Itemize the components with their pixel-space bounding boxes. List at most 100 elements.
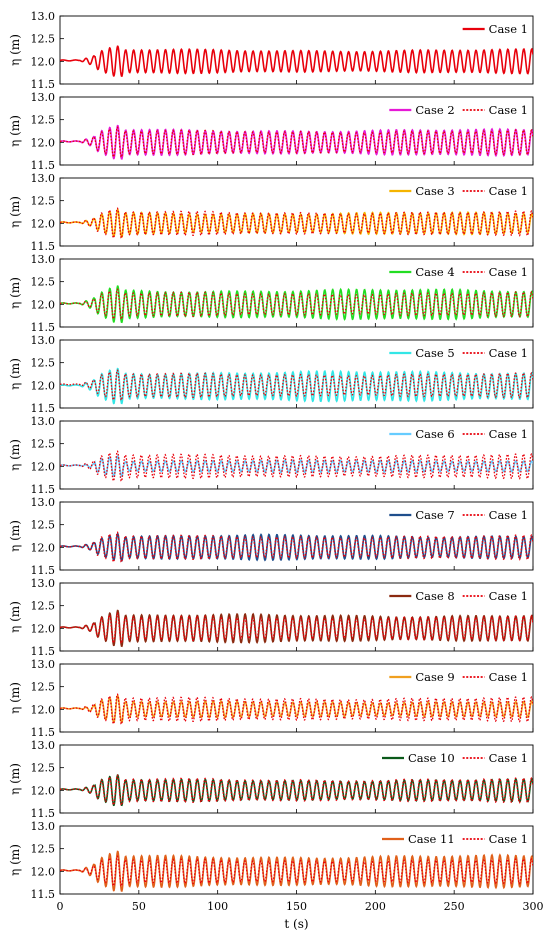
panel-2-ylabel: η (m)	[8, 115, 22, 147]
panel-4-legend-series-label: Case 4	[415, 265, 454, 279]
panel-11-reference-line	[60, 855, 533, 888]
panel-6-frame	[59, 420, 534, 490]
panel-10-ytick-label: 11.5	[31, 807, 56, 820]
panel-6-reference-line	[60, 450, 533, 483]
panel-4-series-line	[60, 285, 533, 324]
panel-3-ytick-label: 13.0	[31, 172, 56, 185]
panel-3-ytick-label: 12.5	[31, 195, 56, 208]
panel-5-legend-reference-label: Case 1	[489, 346, 528, 360]
panel-11-ytick-label: 11.5	[31, 888, 56, 901]
panel-8-ytick-label: 13.0	[31, 577, 56, 590]
panel-10-legend-reference-label: Case 1	[489, 751, 528, 765]
panel-9-reference-line	[60, 693, 533, 726]
panel-1-series-line	[60, 45, 533, 77]
panel-7-ytick-label: 13.0	[31, 496, 56, 509]
panel-9-ytick-label: 13.0	[31, 658, 56, 671]
panel-6-ytick-label: 11.5	[31, 483, 56, 496]
panel-8-reference-line	[60, 612, 533, 645]
panel-11-ylabel: η (m)	[8, 844, 22, 876]
x-tick-label: 150	[286, 900, 307, 913]
panel-7-legend-reference-label: Case 1	[489, 508, 528, 522]
panel-3-reference-line	[60, 207, 533, 240]
panel-6-ytick-label: 13.0	[31, 415, 56, 428]
panel-1-ytick-label: 12.0	[31, 55, 56, 68]
panel-4-ylabel: η (m)	[8, 277, 22, 309]
panel-5-ytick-label: 12.5	[31, 357, 56, 370]
panel-4-ytick-label: 12.5	[31, 276, 56, 289]
panel-11-legend-series-label: Case 11	[408, 832, 455, 846]
panel-11-ytick-label: 12.5	[31, 843, 56, 856]
panel-3-legend-reference-label: Case 1	[489, 184, 528, 198]
x-tick-label: 250	[444, 900, 465, 913]
panel-4-ytick-label: 12.0	[31, 298, 56, 311]
panel-8-ytick-label: 11.5	[31, 645, 56, 658]
panel-1-ytick-label: 12.5	[31, 33, 56, 46]
panel-9-legend-reference-label: Case 1	[489, 670, 528, 684]
panel-1-ylabel: η (m)	[8, 34, 22, 66]
panel-9-legend-series-label: Case 9	[415, 670, 454, 684]
panel-2-ytick-label: 12.0	[31, 136, 56, 149]
panel-11-series-line	[60, 850, 533, 892]
x-tick-label: 50	[132, 900, 146, 913]
panel-11-legend-reference-label: Case 1	[489, 832, 528, 846]
panel-5-series-line	[60, 367, 533, 405]
panel-5-reference-line	[60, 369, 533, 402]
panel-8-legend-reference-label: Case 1	[489, 589, 528, 603]
panel-11-ytick-label: 13.0	[31, 820, 56, 833]
x-tick-label: 0	[57, 900, 64, 913]
panel-6-ytick-label: 12.5	[31, 438, 56, 451]
x-axis-label: t (s)	[284, 917, 308, 931]
panel-4-ytick-label: 13.0	[31, 253, 56, 266]
panel-5-ytick-label: 13.0	[31, 334, 56, 347]
panel-9-ytick-label: 11.5	[31, 726, 56, 739]
panel-1-ytick-label: 13.0	[31, 10, 56, 23]
panel-7-ytick-label: 11.5	[31, 564, 56, 577]
panel-10-ylabel: η (m)	[8, 763, 22, 795]
panel-5-ylabel: η (m)	[8, 358, 22, 390]
panel-1-legend-series-label: Case 1	[489, 22, 528, 36]
panel-2-legend-series-label: Case 2	[415, 103, 454, 117]
panel-7-ytick-label: 12.5	[31, 519, 56, 532]
panel-9-ylabel: η (m)	[8, 682, 22, 714]
panel-7-reference-line	[60, 531, 533, 564]
panel-10-reference-line	[60, 774, 533, 807]
panel-9-ytick-label: 12.5	[31, 681, 56, 694]
panel-6-ylabel: η (m)	[8, 439, 22, 471]
panel-10-frame	[59, 744, 534, 814]
panel-2-ytick-label: 13.0	[31, 91, 56, 104]
panel-10-legend-series-label: Case 10	[408, 751, 455, 765]
panel-7-legend-series-label: Case 7	[415, 508, 454, 522]
panel-2-reference-line	[60, 126, 533, 159]
panel-2-legend-reference-label: Case 1	[489, 103, 528, 117]
panel-8-series-line	[60, 609, 533, 648]
panel-3-frame	[59, 177, 534, 247]
panel-6-legend-series-label: Case 6	[415, 427, 454, 441]
panel-10-ytick-label: 13.0	[31, 739, 56, 752]
panel-2-ytick-label: 12.5	[31, 114, 56, 127]
panel-10-ytick-label: 12.0	[31, 784, 56, 797]
panel-1-frame	[59, 15, 534, 85]
panel-4-legend-reference-label: Case 1	[489, 265, 528, 279]
panel-9-series-line	[60, 695, 533, 724]
x-tick-label: 300	[523, 900, 544, 913]
panel-1-ytick-label: 11.5	[31, 78, 56, 91]
panel-3-ylabel: η (m)	[8, 196, 22, 228]
panel-8-ytick-label: 12.5	[31, 600, 56, 613]
panel-9-ytick-label: 12.0	[31, 703, 56, 716]
panel-4-reference-line	[60, 288, 533, 321]
panel-6-ytick-label: 12.0	[31, 460, 56, 473]
x-tick-label: 100	[207, 900, 228, 913]
panel-3-legend-series-label: Case 3	[415, 184, 454, 198]
panel-3-ytick-label: 11.5	[31, 240, 56, 253]
x-tick-label: 200	[365, 900, 386, 913]
panel-5-ytick-label: 12.0	[31, 379, 56, 392]
panel-8-legend-series-label: Case 8	[415, 589, 454, 603]
panel-5-legend-series-label: Case 5	[415, 346, 454, 360]
panel-6-legend-reference-label: Case 1	[489, 427, 528, 441]
panel-10-ytick-label: 12.5	[31, 762, 56, 775]
panel-7-ylabel: η (m)	[8, 520, 22, 552]
panel-8-ytick-label: 12.0	[31, 622, 56, 635]
panel-5-ytick-label: 11.5	[31, 402, 56, 415]
